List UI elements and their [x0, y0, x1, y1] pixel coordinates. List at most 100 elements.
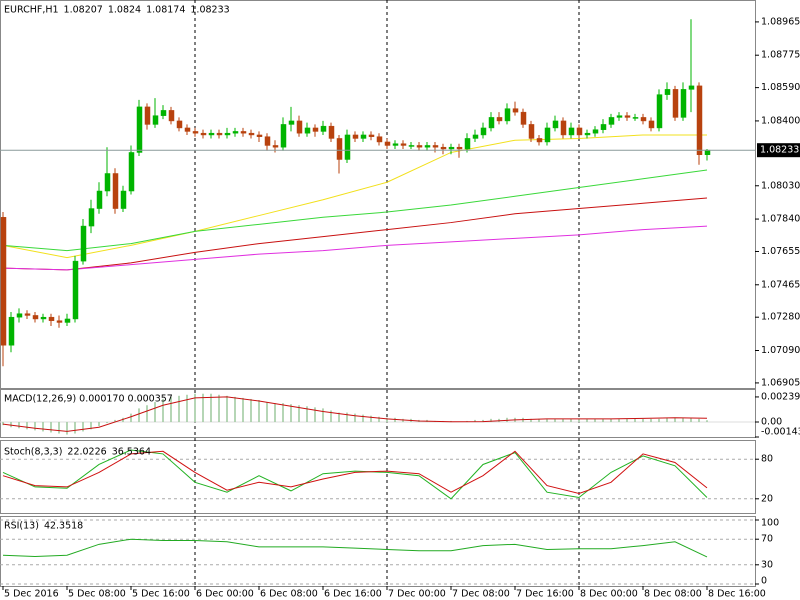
candle-body — [608, 117, 615, 125]
candle-body — [424, 145, 431, 148]
panel-header: 1.08174 — [146, 5, 185, 16]
x-tick-label: 7 Dec 16:00 — [516, 589, 574, 600]
candle-body — [72, 260, 79, 320]
x-tick-label: 8 Dec 08:00 — [644, 589, 702, 600]
candle-body — [688, 85, 695, 90]
candle-body — [0, 217, 7, 346]
candle-body — [16, 313, 23, 318]
candle-body — [264, 136, 271, 146]
panel-header: 42.3518 — [44, 521, 83, 532]
candle-body — [192, 131, 199, 134]
candle-body — [64, 318, 71, 323]
indicator-line — [2, 396, 708, 432]
candle-body — [40, 316, 47, 320]
y-tick-label: 20 — [761, 493, 773, 504]
candle-body — [128, 152, 135, 192]
y-tick-label: 80 — [761, 454, 773, 465]
candle-body — [592, 129, 599, 134]
candle-body — [56, 320, 63, 323]
y-tick-label: 1.08400 — [761, 115, 800, 126]
x-tick-label: 5 Dec 2016 — [4, 589, 59, 600]
candle-body — [248, 132, 255, 136]
candle-body — [224, 132, 231, 136]
candle-body — [672, 89, 679, 118]
candle-body — [384, 141, 391, 146]
panel-header: 36.5364 — [112, 447, 151, 458]
indicator-line — [2, 450, 708, 495]
y-tick-label: 1.07465 — [761, 279, 800, 290]
candle-body — [704, 149, 711, 155]
candle-body — [304, 127, 311, 134]
stoch-panel — [0, 440, 756, 514]
x-tick-label: 8 Dec 16:00 — [708, 589, 766, 600]
macd-panel — [0, 389, 756, 438]
candle-body — [680, 89, 687, 118]
candle-body — [160, 110, 167, 116]
candle-body — [440, 146, 447, 150]
x-tick-label: 6 Dec 08:00 — [260, 589, 318, 600]
candle-body — [416, 145, 423, 148]
candle-body — [288, 120, 295, 125]
candle-body — [512, 108, 519, 113]
candle-body — [240, 131, 247, 134]
candle-body — [664, 89, 671, 95]
indicator-line — [2, 197, 708, 271]
candle-body — [584, 132, 591, 136]
candle-body — [232, 131, 239, 134]
candle-body — [104, 173, 111, 192]
candle-body — [24, 313, 31, 316]
candle-body — [616, 115, 623, 118]
candle-body — [328, 125, 335, 139]
panel-header: 1.0824 — [108, 5, 141, 16]
y-tick-label: 1.06905 — [761, 377, 800, 388]
candle-body — [8, 316, 15, 346]
candle-body — [80, 225, 87, 262]
candle-body — [464, 138, 471, 150]
current-price-label: 1.08233 — [760, 145, 799, 156]
candle-body — [488, 117, 495, 129]
current-price-box — [757, 143, 800, 158]
candle-body — [88, 208, 95, 227]
candle-body — [344, 134, 351, 160]
candle-body — [408, 145, 415, 147]
candle-body — [112, 173, 119, 209]
candle-body — [184, 127, 191, 132]
candle-body — [632, 117, 639, 119]
y-tick-label: 100 — [761, 518, 779, 529]
candle-body — [432, 145, 439, 148]
candle-body — [136, 106, 143, 153]
candle-body — [152, 115, 159, 125]
candle-body — [200, 132, 207, 136]
y-tick-label: 1.08965 — [761, 16, 800, 27]
candle-body — [448, 146, 455, 150]
candle-body — [624, 115, 631, 118]
y-tick-label: 1.08030 — [761, 180, 800, 191]
candle-body — [640, 117, 647, 122]
panel-header: 22.0226 — [67, 447, 106, 458]
x-tick-label: 5 Dec 08:00 — [68, 589, 126, 600]
x-tick-label: 8 Dec 00:00 — [580, 589, 638, 600]
candle-body — [568, 127, 575, 136]
candle-body — [504, 108, 511, 122]
y-tick-label: 1.08775 — [761, 50, 800, 61]
candle-body — [216, 132, 223, 136]
y-tick-label: 1.07655 — [761, 246, 800, 257]
x-tick-label: 6 Dec 16:00 — [324, 589, 382, 600]
candle-body — [544, 127, 551, 143]
candle-body — [520, 111, 527, 125]
x-tick-label: 6 Dec 00:00 — [196, 589, 254, 600]
candle-body — [480, 127, 487, 136]
y-tick-label: 1.07280 — [761, 312, 800, 323]
indicator-line — [2, 449, 708, 500]
y-tick-label: 1.08590 — [761, 82, 800, 93]
candle-body — [368, 134, 375, 137]
candle-body — [536, 138, 543, 143]
candle-body — [376, 136, 383, 143]
indicator-line — [2, 538, 708, 558]
panel-header: Stoch(8,3,3) — [4, 447, 62, 458]
candle-body — [560, 120, 567, 136]
candle-body — [576, 127, 583, 136]
candle-body — [472, 134, 479, 139]
